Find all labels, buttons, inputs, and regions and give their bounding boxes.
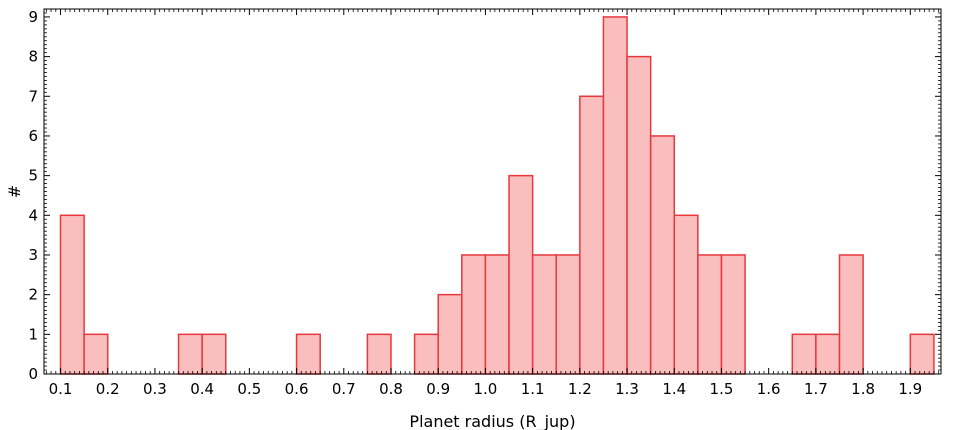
histogram-bar: [720, 254, 746, 375]
x-tick-label: 1.0: [473, 380, 497, 398]
y-tick-label: 8: [28, 48, 38, 66]
histogram-bar: [649, 135, 676, 375]
x-tick-label: 0.5: [237, 380, 261, 398]
histogram-bar: [673, 214, 699, 375]
histogram-bar: [461, 254, 487, 375]
y-tick-label: 4: [28, 206, 38, 224]
histogram-bar: [626, 55, 652, 375]
x-tick-label: 1.1: [521, 380, 545, 398]
x-tick-label: 1.9: [898, 380, 922, 398]
x-tick-label: 0.2: [96, 380, 120, 398]
histogram-bar: [201, 333, 227, 375]
histogram-bar: [413, 333, 439, 375]
histogram-bar: [909, 333, 935, 375]
histogram-bar: [838, 254, 864, 375]
plot-frame: [43, 8, 942, 375]
histogram-bar: [83, 333, 109, 375]
y-tick-label: 1: [28, 325, 38, 343]
x-tick-label: 0.6: [285, 380, 309, 398]
histogram-bar: [579, 95, 605, 375]
histogram-bar: [602, 16, 628, 375]
x-tick-label: 1.4: [662, 380, 686, 398]
tick-labels-group: 0.1 0.2 0.3 0.4 0.5 0.6 0.7 0.8 0.9 1.0 1.1 1.2 1.3 1…: [28, 8, 922, 398]
y-tick-label: 7: [28, 87, 38, 105]
histogram-bar: [437, 293, 463, 375]
bars-group: [59, 16, 935, 375]
histogram-bar: [815, 333, 841, 375]
x-tick-label: 1.2: [568, 380, 592, 398]
histogram-bar: [366, 333, 392, 375]
histogram-bar: [791, 333, 817, 375]
x-tick-label: 1.7: [804, 380, 828, 398]
x-tick-label: 1.8: [851, 380, 875, 398]
histogram-bar: [555, 254, 581, 375]
x-tick-label: 0.1: [49, 380, 73, 398]
x-tick-label: 1.3: [615, 380, 639, 398]
x-tick-label: 0.8: [379, 380, 403, 398]
x-tick-label: 1.5: [710, 380, 734, 398]
x-tick-label: 1.6: [757, 380, 781, 398]
x-tick-label: 0.3: [143, 380, 167, 398]
y-tick-label: 9: [28, 8, 38, 26]
histogram-bar: [177, 333, 203, 375]
histogram-bar: [59, 214, 85, 375]
y-tick-label: 6: [28, 127, 38, 145]
histogram-bar: [508, 174, 534, 375]
x-tick-label: 0.4: [190, 380, 214, 398]
x-tick-label: 0.7: [332, 380, 356, 398]
y-tick-label: 2: [28, 286, 38, 304]
histogram-bar: [295, 333, 321, 375]
x-tick-label: 0.9: [426, 380, 450, 398]
y-tick-label: 0: [28, 365, 38, 383]
histogram-bar: [531, 254, 557, 375]
y-axis-label: #: [5, 185, 24, 198]
histogram-bar: [484, 254, 510, 375]
y-tick-label: 5: [28, 167, 38, 185]
x-axis-label: Planet radius (R_jup): [409, 412, 575, 430]
histogram-bar: [697, 254, 723, 375]
y-tick-label: 3: [28, 246, 38, 264]
